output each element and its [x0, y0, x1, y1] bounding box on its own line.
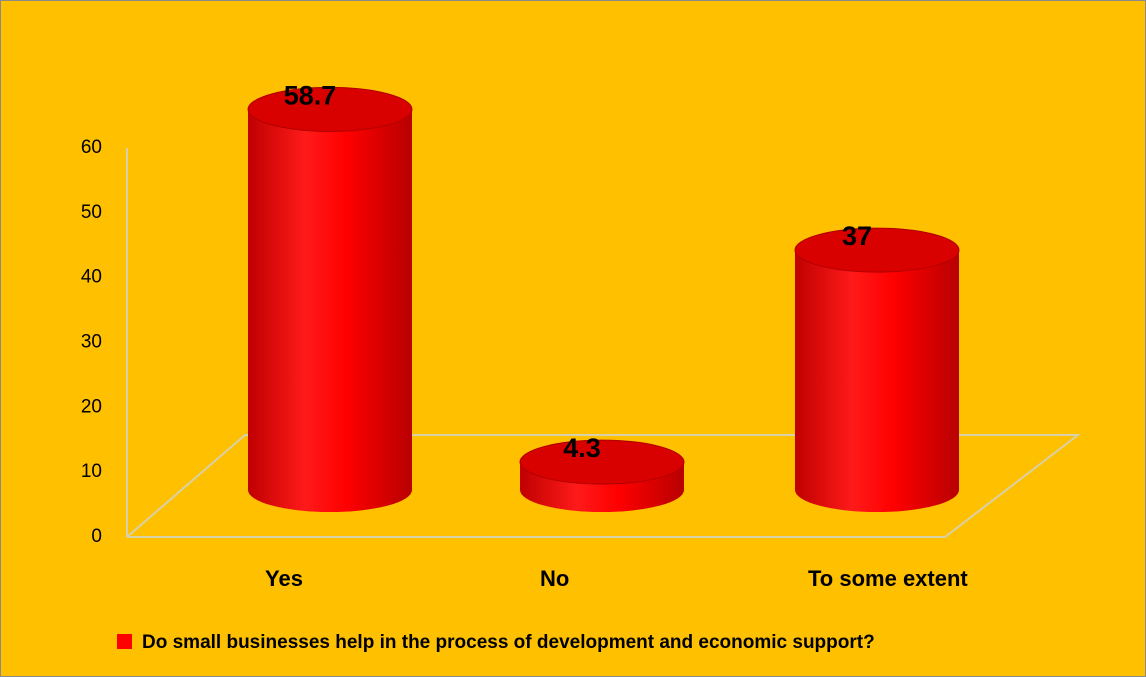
plot-frame: [126, 148, 1081, 538]
x-tick-label: No: [540, 566, 569, 591]
legend-label: Do small businesses help in the process …: [142, 632, 875, 653]
y-tick-label: 30: [81, 332, 102, 353]
cylinder: [519, 439, 685, 512]
cylinder-body: [248, 109, 412, 512]
cylinder-top-shade: [795, 228, 959, 273]
y-tick-label: 0: [91, 526, 102, 547]
cylinder-top: [794, 227, 960, 273]
cylinder: [794, 227, 960, 512]
value-label: 37: [842, 221, 872, 251]
x-tick-label: Yes: [265, 566, 303, 591]
x-tick-label: To some extent: [808, 566, 968, 591]
cylinder-top: [247, 86, 413, 132]
cylinder-top-shade: [248, 87, 412, 132]
y-tick-label: 50: [81, 202, 102, 223]
legend-swatch: [117, 634, 132, 649]
y-tick-label: 20: [81, 396, 102, 417]
cylinder-body: [795, 250, 959, 512]
y-tick-label: 10: [81, 461, 102, 482]
y-tick-label: 60: [81, 137, 102, 158]
cylinder-top: [519, 439, 685, 485]
cylinder: [247, 86, 413, 512]
cylinder-top-shade: [520, 440, 684, 485]
y-tick-label: 40: [81, 267, 102, 288]
value-label: 58.7: [284, 81, 337, 111]
value-label: 4.3: [563, 433, 601, 463]
